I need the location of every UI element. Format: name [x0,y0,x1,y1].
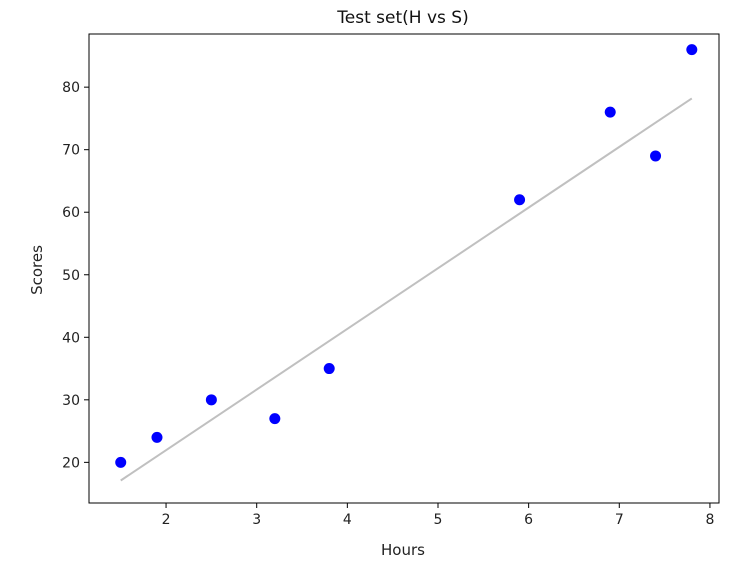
chart-title: Test set(H vs S) [336,8,468,28]
x-tick-label: 5 [434,512,443,528]
y-tick-label: 80 [62,80,80,96]
data-point [115,456,127,468]
plot-area [115,44,698,482]
y-tick-label: 60 [62,205,80,221]
data-point [650,150,662,162]
regression-line [120,97,693,482]
x-tick-label: 4 [343,512,352,528]
y-tick-label: 50 [62,268,80,284]
plot-frame [88,33,720,504]
data-point [151,431,163,443]
data-point [604,106,616,118]
y-axis-label: Scores [28,245,46,295]
x-tick-label: 8 [705,512,714,528]
y-tick-label: 70 [62,143,80,159]
axes: 2 3 4 5 6 7 8 20 30 40 50 60 70 80 [62,33,720,528]
data-point [514,194,526,206]
data-point [686,44,698,56]
data-point [269,413,281,425]
x-tick-label: 3 [252,512,261,528]
y-tick-label: 40 [62,330,80,346]
x-tick-label: 2 [162,512,171,528]
x-tick-label: 7 [615,512,624,528]
y-tick-label: 30 [62,393,80,409]
x-tick-label: 6 [524,512,533,528]
y-tick-label: 20 [62,455,80,471]
data-point [205,394,217,406]
data-point [323,363,335,375]
x-axis-label: Hours [381,541,425,559]
